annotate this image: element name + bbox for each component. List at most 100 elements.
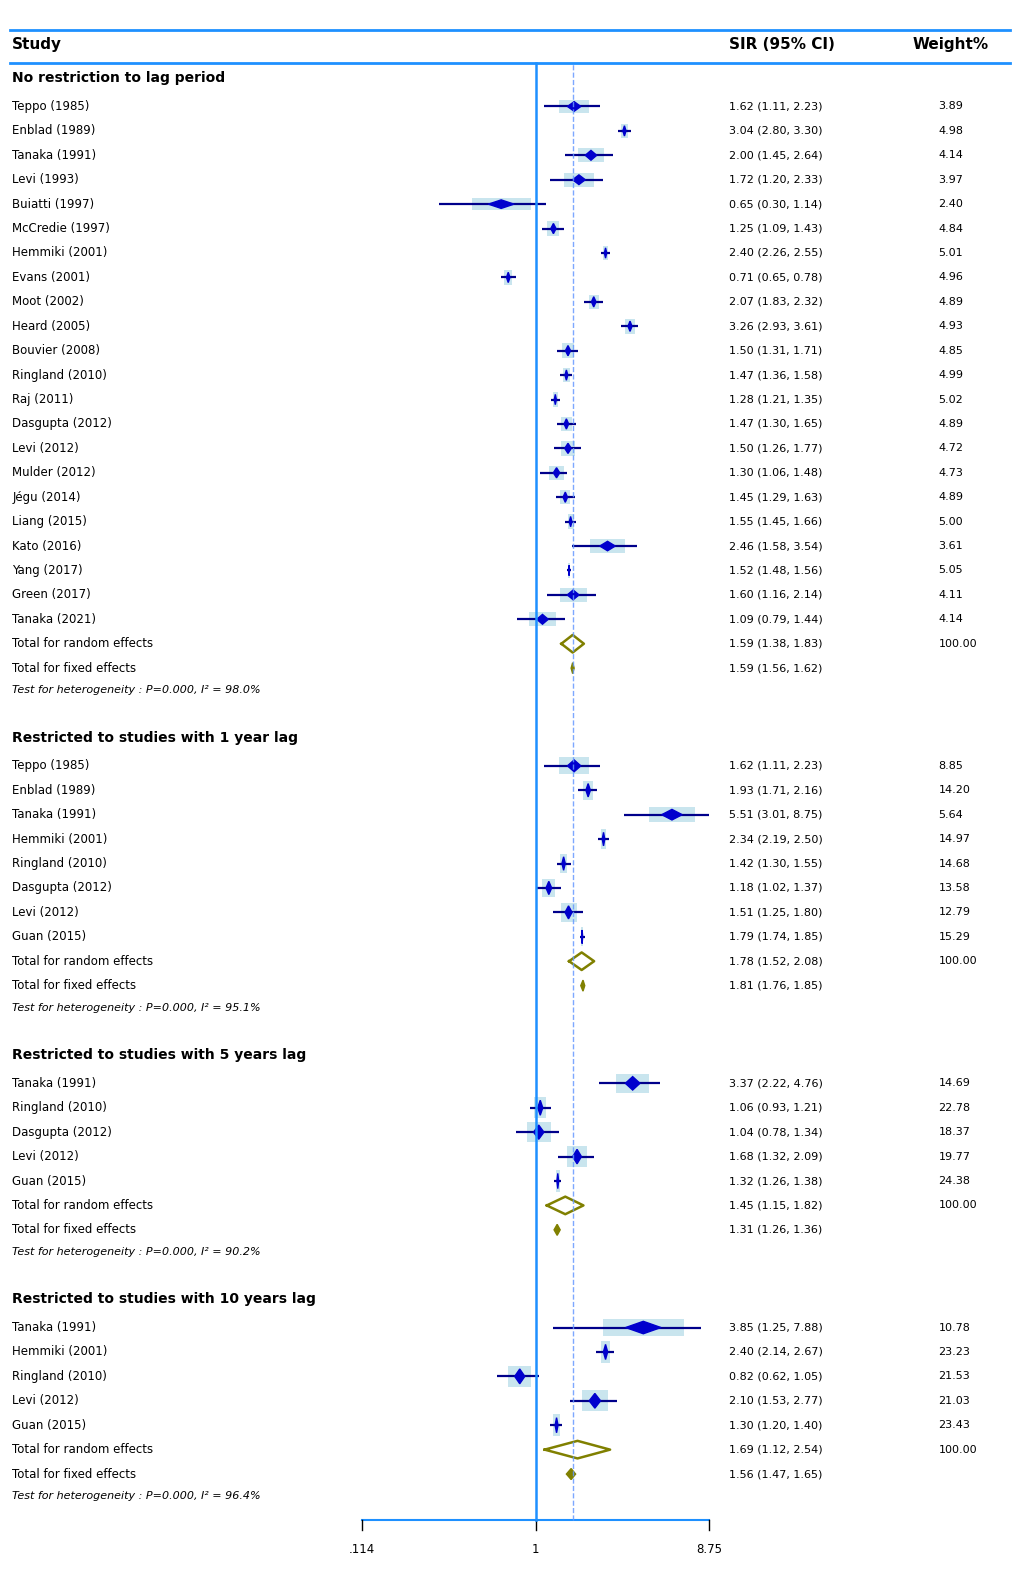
Text: Enblad (1989): Enblad (1989): [12, 124, 96, 138]
Text: 3.89: 3.89: [937, 102, 962, 111]
Text: 1.47 (1.30, 1.65): 1.47 (1.30, 1.65): [729, 419, 822, 428]
Text: 2.07 (1.83, 2.32): 2.07 (1.83, 2.32): [729, 297, 822, 306]
Bar: [602, 1319, 683, 1336]
Text: Total for random effects: Total for random effects: [12, 1198, 153, 1212]
Text: 1.59 (1.38, 1.83): 1.59 (1.38, 1.83): [729, 638, 822, 649]
Text: 4.73: 4.73: [937, 468, 962, 478]
Text: 1.47 (1.36, 1.58): 1.47 (1.36, 1.58): [729, 370, 822, 381]
Polygon shape: [628, 321, 632, 332]
Text: .114: .114: [348, 1543, 375, 1555]
Bar: [577, 148, 603, 162]
Polygon shape: [569, 516, 572, 527]
Text: 2.46 (1.58, 3.54): 2.46 (1.58, 3.54): [729, 541, 822, 551]
Bar: [600, 1341, 609, 1363]
Text: 1.62 (1.11, 2.23): 1.62 (1.11, 2.23): [729, 760, 822, 771]
Text: 1.69 (1.12, 2.54): 1.69 (1.12, 2.54): [729, 1444, 822, 1455]
Text: 3.85 (1.25, 7.88): 3.85 (1.25, 7.88): [729, 1322, 822, 1333]
Bar: [588, 295, 598, 309]
Bar: [580, 927, 583, 946]
Bar: [589, 540, 625, 552]
Text: Levi (1993): Levi (1993): [12, 173, 78, 186]
Text: 4.85: 4.85: [937, 346, 962, 355]
Text: 1.78 (1.52, 2.08): 1.78 (1.52, 2.08): [729, 957, 822, 966]
Bar: [555, 1170, 559, 1192]
Text: 1.25 (1.09, 1.43): 1.25 (1.09, 1.43): [729, 224, 822, 233]
Text: 100.00: 100.00: [937, 1200, 976, 1211]
Text: 1.79 (1.74, 1.85): 1.79 (1.74, 1.85): [729, 932, 822, 941]
Text: 4.93: 4.93: [937, 321, 962, 332]
Text: Buiatti (1997): Buiatti (1997): [12, 198, 95, 211]
Text: 14.68: 14.68: [937, 859, 969, 868]
Bar: [552, 1414, 559, 1436]
Text: 5.64: 5.64: [937, 809, 962, 819]
Text: Teppo (1985): Teppo (1985): [12, 759, 90, 773]
Polygon shape: [661, 809, 682, 820]
Polygon shape: [553, 1224, 559, 1235]
Polygon shape: [625, 1322, 660, 1333]
Text: 0.82 (0.62, 1.05): 0.82 (0.62, 1.05): [729, 1371, 822, 1381]
Polygon shape: [569, 952, 593, 970]
Text: 18.37: 18.37: [937, 1127, 969, 1138]
Text: Levi (2012): Levi (2012): [12, 441, 78, 455]
Polygon shape: [567, 590, 579, 600]
Text: 12.79: 12.79: [937, 908, 969, 917]
Text: 100.00: 100.00: [937, 1444, 976, 1455]
Polygon shape: [488, 200, 514, 208]
Polygon shape: [565, 443, 571, 454]
Text: Hemmiki (2001): Hemmiki (2001): [12, 833, 108, 846]
Text: Bouvier (2008): Bouvier (2008): [12, 344, 100, 357]
Bar: [558, 757, 589, 774]
Text: Teppo (1985): Teppo (1985): [12, 100, 90, 113]
Text: Total for random effects: Total for random effects: [12, 638, 153, 651]
Polygon shape: [565, 370, 568, 381]
Text: 14.20: 14.20: [937, 786, 969, 795]
Text: 100.00: 100.00: [937, 638, 976, 649]
Bar: [621, 124, 628, 138]
Polygon shape: [553, 468, 559, 478]
Text: Guan (2015): Guan (2015): [12, 930, 87, 943]
Bar: [568, 514, 573, 528]
Polygon shape: [544, 1441, 609, 1458]
Text: Weight%: Weight%: [912, 37, 988, 51]
Polygon shape: [567, 102, 580, 111]
Text: 8.75: 8.75: [695, 1543, 721, 1555]
Text: 2.34 (2.19, 2.50): 2.34 (2.19, 2.50): [729, 835, 822, 844]
Text: 1.52 (1.48, 1.56): 1.52 (1.48, 1.56): [729, 565, 822, 576]
Text: Test for heterogeneity : P=0.000, I² = 96.4%: Test for heterogeneity : P=0.000, I² = 9…: [12, 1492, 261, 1501]
Text: Restricted to studies with 1 year lag: Restricted to studies with 1 year lag: [12, 730, 298, 744]
Text: Guan (2015): Guan (2015): [12, 1419, 87, 1431]
Text: Tanaka (1991): Tanaka (1991): [12, 1078, 96, 1090]
Text: 5.02: 5.02: [937, 395, 962, 405]
Text: Levi (2012): Levi (2012): [12, 906, 78, 919]
Text: 1.30 (1.06, 1.48): 1.30 (1.06, 1.48): [729, 468, 822, 478]
Text: Total for fixed effects: Total for fixed effects: [12, 979, 137, 992]
Text: Levi (2012): Levi (2012): [12, 1395, 78, 1408]
Text: 10.78: 10.78: [937, 1322, 969, 1333]
Polygon shape: [585, 784, 590, 797]
Text: Total for fixed effects: Total for fixed effects: [12, 662, 137, 674]
Text: 5.05: 5.05: [937, 565, 962, 576]
Polygon shape: [556, 1173, 558, 1189]
Text: Total for fixed effects: Total for fixed effects: [12, 1224, 137, 1236]
Bar: [560, 903, 576, 922]
Text: SIR (95% CI): SIR (95% CI): [729, 37, 835, 51]
Text: 2.40 (2.26, 2.55): 2.40 (2.26, 2.55): [729, 248, 822, 259]
Text: 1.51 (1.25, 1.80): 1.51 (1.25, 1.80): [729, 908, 822, 917]
Text: 13.58: 13.58: [937, 882, 969, 893]
Text: 1.93 (1.71, 2.16): 1.93 (1.71, 2.16): [729, 786, 822, 795]
Text: Ringland (2010): Ringland (2010): [12, 857, 107, 870]
Text: 1.06 (0.93, 1.21): 1.06 (0.93, 1.21): [729, 1103, 822, 1112]
Polygon shape: [623, 125, 626, 136]
Text: 1.30 (1.20, 1.40): 1.30 (1.20, 1.40): [729, 1420, 822, 1430]
Text: 1.62 (1.11, 2.23): 1.62 (1.11, 2.23): [729, 102, 822, 111]
Bar: [529, 613, 555, 627]
Bar: [552, 392, 557, 406]
Polygon shape: [515, 1370, 525, 1384]
Text: 1.50 (1.26, 1.77): 1.50 (1.26, 1.77): [729, 443, 822, 454]
Text: Total for fixed effects: Total for fixed effects: [12, 1468, 137, 1481]
Text: 1.59 (1.56, 1.62): 1.59 (1.56, 1.62): [729, 663, 822, 673]
Text: Green (2017): Green (2017): [12, 589, 91, 601]
Text: 4.14: 4.14: [937, 151, 962, 160]
Polygon shape: [560, 635, 583, 652]
Polygon shape: [589, 1393, 600, 1408]
